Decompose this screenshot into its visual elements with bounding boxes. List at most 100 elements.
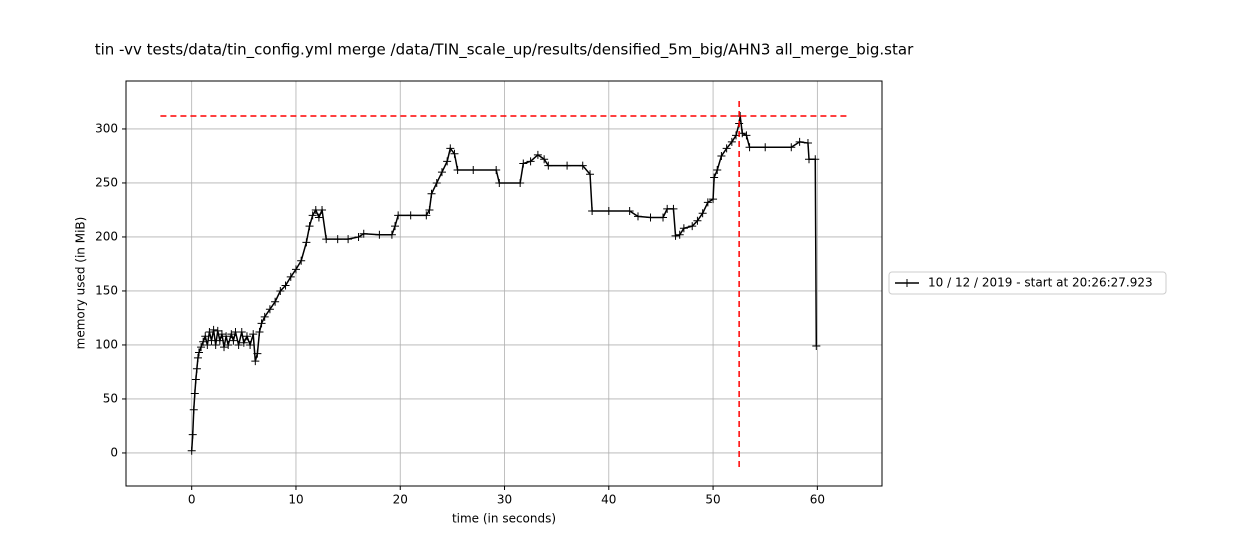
data-point bbox=[211, 340, 220, 349]
data-point bbox=[717, 151, 726, 160]
data-point bbox=[188, 430, 197, 439]
data-point bbox=[222, 332, 231, 341]
data-point bbox=[633, 212, 642, 221]
data-point bbox=[812, 342, 821, 351]
data-point bbox=[671, 231, 680, 240]
data-point bbox=[260, 312, 269, 321]
data-point bbox=[709, 195, 718, 204]
data-point bbox=[588, 207, 597, 216]
data-point bbox=[375, 230, 384, 239]
data-point bbox=[698, 209, 707, 218]
y-tick-label: 250 bbox=[95, 175, 118, 189]
data-point bbox=[297, 256, 306, 265]
data-point bbox=[787, 143, 796, 152]
data-point bbox=[213, 326, 222, 335]
data-point bbox=[286, 272, 295, 281]
data-point bbox=[314, 213, 323, 222]
data-point bbox=[406, 211, 415, 220]
data-point bbox=[207, 336, 216, 345]
x-axis-label: time (in seconds) bbox=[452, 512, 556, 526]
data-point bbox=[450, 149, 459, 158]
data-point bbox=[322, 235, 331, 244]
data-point bbox=[359, 229, 368, 238]
data-point bbox=[190, 389, 199, 398]
data-point bbox=[187, 446, 196, 455]
data-point bbox=[305, 222, 314, 231]
data-point bbox=[422, 211, 431, 220]
data-point bbox=[586, 170, 595, 179]
data-point bbox=[427, 189, 436, 198]
data-point bbox=[578, 161, 587, 170]
data-point bbox=[194, 348, 203, 357]
data-point bbox=[265, 305, 274, 314]
x-tick-label: 40 bbox=[601, 493, 616, 507]
data-point bbox=[526, 157, 535, 166]
data-point bbox=[540, 155, 549, 164]
y-tick-label: 200 bbox=[95, 229, 118, 243]
data-point bbox=[453, 165, 462, 174]
data-point bbox=[742, 131, 751, 140]
data-point bbox=[437, 168, 446, 177]
data-point bbox=[215, 336, 224, 345]
y-tick-label: 150 bbox=[95, 283, 118, 297]
data-point bbox=[391, 222, 400, 231]
data-point bbox=[519, 159, 528, 168]
data-point bbox=[492, 165, 501, 174]
data-point bbox=[625, 207, 634, 216]
data-point bbox=[246, 340, 255, 349]
data-point bbox=[242, 332, 251, 341]
data-point bbox=[761, 143, 770, 152]
legend-marker bbox=[903, 279, 911, 287]
legend-label: 10 / 12 / 2019 - start at 20:26:27.923 bbox=[928, 276, 1153, 290]
data-point bbox=[257, 319, 266, 328]
data-point bbox=[199, 337, 208, 346]
chart-title: tin -vv tests/data/tin_config.yml merge … bbox=[95, 41, 914, 60]
data-point bbox=[469, 165, 478, 174]
data-point bbox=[291, 265, 300, 274]
data-point bbox=[209, 325, 218, 334]
y-tick-label: 0 bbox=[110, 445, 118, 459]
data-point bbox=[703, 198, 712, 207]
data-point bbox=[646, 213, 655, 222]
data-point bbox=[745, 143, 754, 152]
data-point bbox=[249, 330, 258, 339]
data-point bbox=[425, 205, 434, 214]
data-point bbox=[239, 338, 248, 347]
data-point bbox=[432, 178, 441, 187]
data-point bbox=[255, 327, 264, 336]
data-point bbox=[344, 235, 353, 244]
data-point bbox=[224, 340, 233, 349]
data-point bbox=[281, 281, 290, 290]
y-axis-label: memory used (in MiB) bbox=[74, 217, 88, 350]
data-point bbox=[604, 207, 613, 216]
x-tick-label: 30 bbox=[497, 493, 512, 507]
data-point bbox=[722, 144, 731, 153]
data-point bbox=[387, 230, 396, 239]
y-tick-label: 300 bbox=[95, 121, 118, 135]
data-point bbox=[308, 211, 317, 220]
data-point bbox=[276, 286, 285, 295]
data-point bbox=[203, 340, 212, 349]
data-point bbox=[333, 235, 342, 244]
data-point bbox=[659, 213, 668, 222]
data-point bbox=[237, 327, 246, 336]
x-tick-label: 60 bbox=[810, 493, 825, 507]
data-point bbox=[563, 161, 572, 170]
data-point bbox=[713, 165, 722, 174]
data-point bbox=[234, 340, 243, 349]
data-point bbox=[446, 144, 455, 153]
data-point bbox=[201, 332, 210, 341]
data-point bbox=[220, 343, 229, 352]
y-tick-label: 100 bbox=[95, 337, 118, 351]
data-point bbox=[803, 138, 812, 147]
data-point bbox=[679, 224, 688, 233]
data-point bbox=[811, 155, 820, 164]
data-point bbox=[251, 357, 260, 366]
data-point bbox=[394, 211, 403, 220]
legend-box bbox=[888, 271, 1167, 295]
data-point bbox=[727, 137, 736, 146]
data-point bbox=[544, 161, 553, 170]
data-point bbox=[516, 178, 525, 187]
data-point bbox=[253, 349, 262, 358]
